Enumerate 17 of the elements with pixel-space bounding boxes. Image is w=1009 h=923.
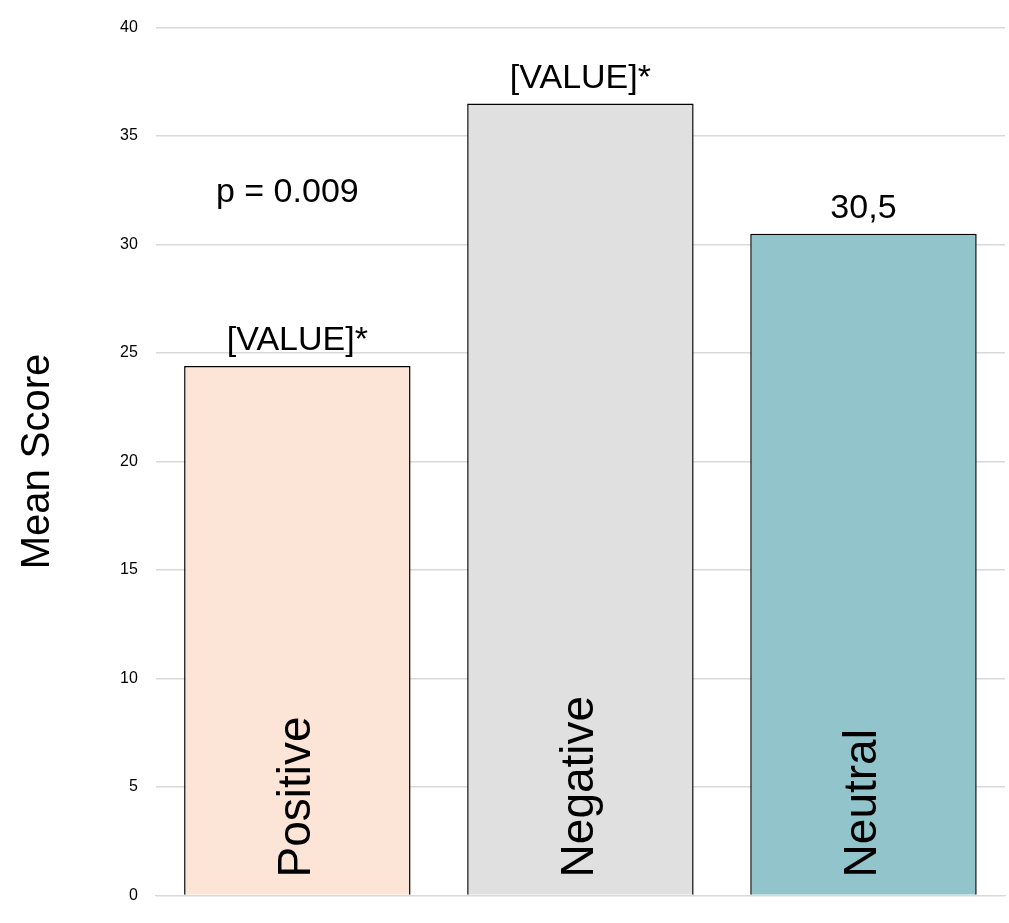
x-tick-label: Neutral (834, 729, 887, 878)
y-tick-label: 25 (120, 343, 138, 361)
data-label: 30,5 (830, 187, 897, 226)
y-tick-label: 0 (128, 885, 138, 903)
y-tick-label: 20 (120, 451, 138, 469)
y-tick-label: 30 (120, 234, 138, 252)
x-tick-label: Negative (551, 695, 604, 878)
y-tick-label: 5 (128, 777, 138, 795)
y-tick-label: 10 (120, 668, 138, 686)
y-tick-label: 15 (120, 560, 138, 578)
x-tick-label: Positive (268, 716, 321, 878)
y-axis-title: Mean Score (13, 353, 58, 570)
y-tick-label: 40 (120, 18, 138, 36)
data-label: [VALUE]* (509, 56, 651, 95)
y-tick-label: 35 (120, 126, 138, 144)
annotation: p = 0.009 (215, 170, 359, 209)
data-label: [VALUE]* (226, 319, 368, 358)
